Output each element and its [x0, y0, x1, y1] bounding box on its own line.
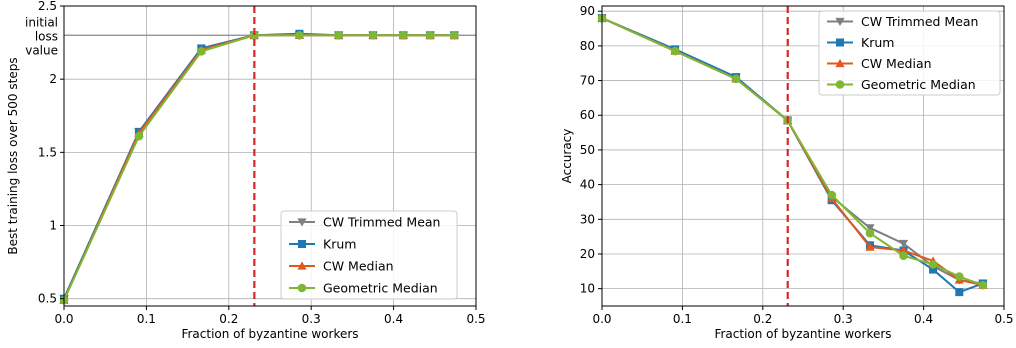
x-tick-label: 0.2 — [753, 312, 772, 326]
data-point — [450, 30, 459, 40]
legend-label: CW Median — [861, 56, 932, 71]
x-tick-label: 0.5 — [466, 312, 485, 326]
y-tick-label: 90 — [580, 4, 595, 18]
legend-marker — [298, 240, 306, 248]
legend-label: CW Trimmed Mean — [323, 215, 440, 230]
y-tick-label: 80 — [580, 39, 595, 53]
data-point — [368, 30, 378, 40]
data-point — [865, 224, 875, 233]
data-point — [134, 131, 144, 141]
series-line-geometric-median — [601, 17, 984, 287]
y-tick-label: 0.5 — [38, 292, 57, 306]
legend-marker — [835, 17, 845, 27]
legend-label: Krum — [861, 35, 894, 50]
legend-box — [280, 210, 458, 300]
legend-marker — [297, 283, 307, 293]
x-tick-label: 0.3 — [834, 312, 853, 326]
legend-label: Krum — [323, 237, 356, 252]
x-tick-label: 0.4 — [384, 312, 403, 326]
data-point — [827, 190, 837, 200]
x-tick-label: 0.0 — [592, 312, 611, 326]
data-point — [899, 251, 908, 261]
plot-frame — [63, 5, 477, 307]
legend-label: CW Median — [323, 259, 394, 274]
data-point — [865, 242, 875, 251]
legend-marker — [835, 80, 845, 89]
legend: CW Trimmed Mean Krum CW Median Geometric Me… — [280, 210, 458, 300]
legend-label: Geometric Median — [323, 281, 438, 296]
data-point — [295, 30, 304, 40]
data-point — [334, 30, 343, 40]
series-line-geometric-median — [63, 34, 455, 301]
y-tick-label: 60 — [580, 108, 595, 122]
y-tick-label: 30 — [580, 212, 595, 226]
y-tick-label: 2.5 — [38, 0, 57, 13]
initial-loss-label: value — [25, 43, 58, 57]
y-tick-label: 50 — [580, 143, 595, 157]
y-tick-label: 70 — [580, 74, 595, 88]
x-tick-label: 0.1 — [673, 312, 692, 326]
x-tick-label: 0.1 — [137, 312, 156, 326]
legend-box — [818, 10, 1001, 96]
initial-loss-label: initial — [25, 15, 58, 29]
legend-marker — [835, 58, 845, 68]
plot-frame — [601, 5, 1005, 307]
data-point — [978, 280, 988, 290]
x-tick-label: 0.2 — [219, 312, 238, 326]
y-tick-label: 1 — [49, 219, 57, 233]
y-tick-label: 20 — [580, 247, 595, 261]
y-tick-label: 10 — [580, 282, 595, 296]
legend-label: Geometric Median — [861, 77, 976, 92]
data-point — [954, 272, 964, 281]
data-point — [197, 47, 206, 56]
legend-marker — [297, 261, 307, 270]
x-tick-label: 0.0 — [54, 312, 73, 326]
data-point — [425, 30, 435, 40]
legend-marker — [836, 38, 844, 47]
x-tick-label: 0.5 — [994, 312, 1013, 326]
y-tick-label: 2 — [49, 72, 57, 86]
x-tick-label: 0.3 — [302, 312, 321, 326]
x-axis-label: Fraction of byzantine workers — [714, 327, 891, 341]
x-axis-label: Fraction of byzantine workers — [181, 327, 358, 341]
legend-marker — [297, 218, 307, 227]
data-point — [929, 265, 938, 274]
legend-label: CW Trimmed Mean — [861, 14, 978, 29]
y-axis-label: Accuracy — [560, 129, 574, 184]
data-point — [928, 260, 938, 269]
data-point — [670, 46, 680, 56]
x-tick-label: 0.4 — [914, 312, 933, 326]
y-tick-label: 40 — [580, 178, 595, 192]
data-point — [955, 288, 964, 297]
data-point — [731, 74, 741, 84]
legend: CW Trimmed Mean Krum CW Median Geometric Me… — [818, 10, 1001, 96]
initial-loss-label: loss — [35, 29, 58, 43]
y-tick-label: 1.5 — [38, 145, 57, 159]
data-point — [898, 239, 909, 249]
y-axis-label: Best training loss over 500 steps — [6, 57, 20, 254]
data-point — [399, 30, 408, 40]
data-point — [249, 30, 259, 40]
data-point — [865, 228, 875, 238]
accuracy-chart: 0.0 0.1 0.2 0.3 0.4 0.5 10 20 30 40 50 60 70 80 90 Frac… — [560, 4, 1014, 341]
